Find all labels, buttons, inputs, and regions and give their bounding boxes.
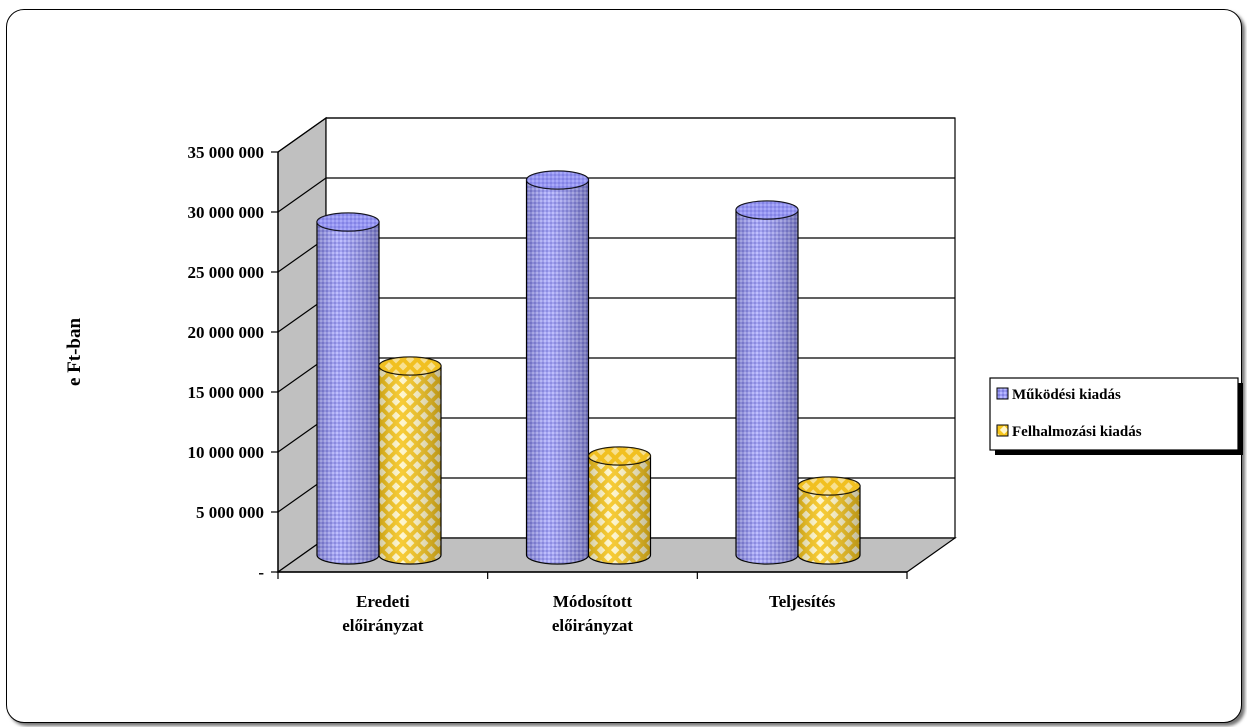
y-tick-label: 30 000 000	[188, 203, 265, 222]
y-tick-label: 15 000 000	[188, 383, 265, 402]
y-tick-label: 25 000 000	[188, 263, 265, 282]
bar-cylinder	[316, 212, 380, 565]
y-tick-label: 10 000 000	[188, 443, 265, 462]
legend-label-felhalmozasi: Felhalmozási kiadás	[1012, 424, 1142, 440]
gridline-side	[277, 177, 327, 213]
bar-cylinder	[797, 476, 861, 565]
bar-cylinder	[587, 446, 652, 565]
x-tick-label-line2: előirányzat	[342, 616, 424, 635]
gridline-side	[277, 117, 327, 153]
y-tick-label: 35 000 000	[188, 143, 265, 162]
y-axis-title: e Ft-ban	[64, 318, 85, 387]
gridlines	[277, 117, 955, 513]
x-tick-label: Eredeti	[356, 592, 410, 611]
bar-cylinder	[525, 170, 590, 565]
bar-cylinder	[378, 356, 442, 565]
category-labels: Eredeti előirányzat Módosított előirányzat T…	[277, 572, 908, 635]
legend-swatch-mukodesi	[996, 387, 1009, 400]
x-tick-label: Módosított	[553, 592, 633, 611]
y-tick-label: -	[258, 563, 264, 582]
y-axis: - 5 000 000 10 000 000 15 000 000 20 000 000…	[188, 143, 907, 582]
x-tick-label-line2: előirányzat	[552, 616, 634, 635]
bars	[316, 170, 861, 565]
legend-label-mukodesi: Működési kiadás	[1012, 387, 1121, 403]
y-tick-label: 20 000 000	[188, 323, 265, 342]
legend-swatch-felhalmozasi	[996, 424, 1009, 437]
bar-cylinder	[735, 200, 799, 565]
x-tick-label: Teljesítés	[769, 592, 836, 611]
y-tick-label: 5 000 000	[196, 503, 264, 522]
legend: Működési kiadás Felhalmozási kiadás	[989, 377, 1243, 455]
